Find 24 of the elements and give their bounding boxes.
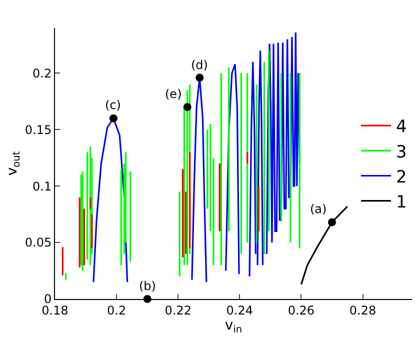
legend-label: 4 [396,117,407,138]
x-tick-label: 0.24 [226,303,254,318]
point [109,114,118,122]
point [183,103,192,112]
y-tick-label: 0.15 [24,122,52,137]
point [196,74,204,82]
legend-label: 2 [396,167,407,188]
line-series [300,206,348,286]
annotation: (d) [191,58,208,72]
annotation: (a) [310,202,327,216]
point [328,218,336,226]
legend-label: 3 [396,142,407,162]
annotation: (c) [105,98,121,112]
x-tick-label: 0.28 [349,303,376,318]
annotation: (e) [165,87,182,101]
x-axis-title: v$_{in}$ [224,317,242,336]
x-tick-label: 0.26 [288,303,315,318]
y-tick-label: 0.2 [32,66,52,80]
x-tick-label: 0.22 [164,303,192,318]
annotation: (b) [139,279,156,293]
y-tick-label: 0.1 [32,179,52,194]
y-tick-label: 0.05 [24,236,52,250]
legend-label: 1 [396,192,407,212]
x-tick-label: 0.2 [107,303,126,318]
